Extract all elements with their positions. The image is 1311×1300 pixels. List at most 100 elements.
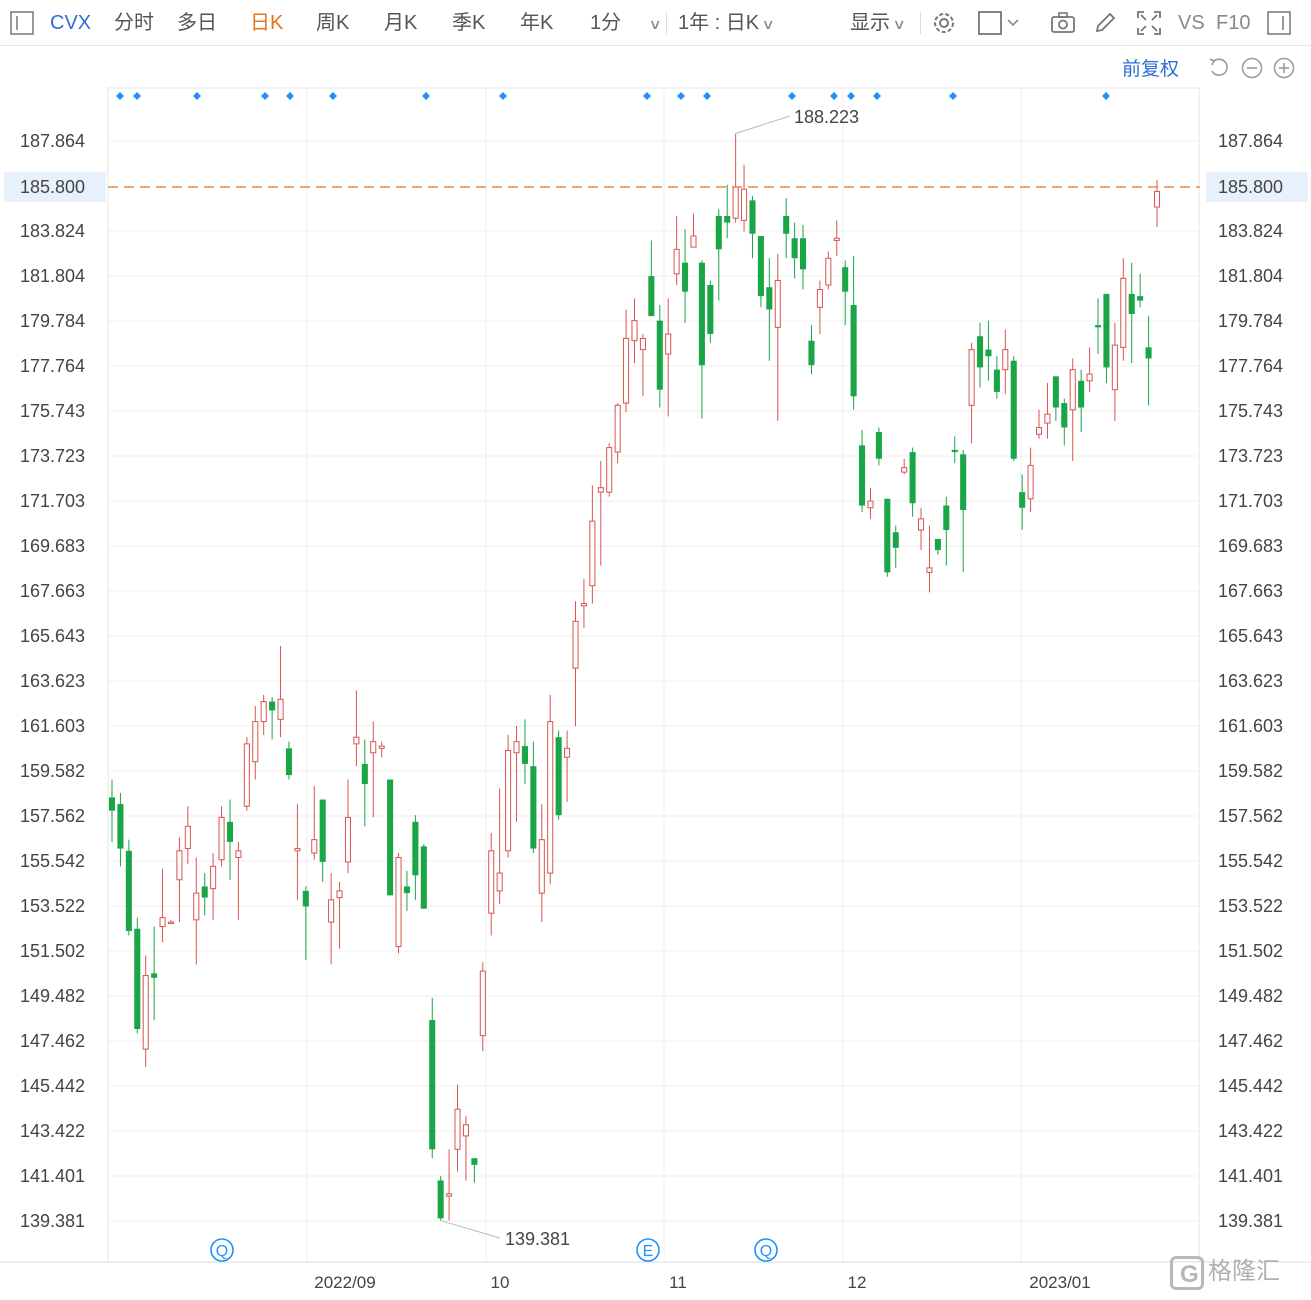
event-diamond-icon: [1102, 92, 1110, 100]
candle-body-down: [943, 505, 950, 531]
x-tick-label: 10: [491, 1273, 510, 1292]
y-tick-label-right: 171.703: [1218, 491, 1283, 511]
candle-body-up: [370, 741, 377, 754]
tab-daily-k[interactable]: 日K: [250, 12, 284, 34]
candle-body-up: [825, 257, 832, 286]
candle: [665, 298, 672, 417]
candle-body-up: [597, 487, 604, 493]
candle: [420, 844, 427, 909]
chevron-down-icon: ∨: [892, 16, 906, 32]
event-diamond-icon: [949, 92, 957, 100]
price-adjust-selector[interactable]: 前复权: [1122, 59, 1180, 80]
compare-vs-button[interactable]: VS: [1178, 12, 1205, 34]
candle-body-down: [429, 1020, 436, 1150]
event-diamond-icon: [643, 92, 651, 100]
candle-body-up: [184, 825, 191, 850]
x-tick-label: 2022/09: [314, 1273, 375, 1292]
candle: [614, 403, 621, 464]
candle: [985, 320, 992, 381]
settings-gear-icon[interactable]: [931, 10, 957, 36]
tab-1-minute[interactable]: 1分: [590, 12, 622, 34]
display-menu[interactable]: 显示 ∨: [850, 0, 906, 46]
y-tick-label-left: 165.643: [20, 626, 85, 646]
f10-button[interactable]: F10: [1216, 12, 1251, 34]
y-tick-label-left: 169.683: [20, 536, 85, 556]
candle-body-down: [791, 238, 798, 259]
candle: [513, 726, 520, 822]
candle: [1145, 316, 1152, 406]
high-price-label: 188.223: [794, 107, 859, 127]
candle-body-down: [319, 799, 326, 862]
candle: [724, 184, 731, 239]
panel-toggle-icon[interactable]: [1267, 11, 1291, 35]
candle-body-up: [142, 975, 149, 1050]
event-diamond-icon: [116, 92, 124, 100]
candle-body-down: [724, 215, 731, 223]
x-tick-label: 11: [669, 1273, 687, 1292]
candle-body-up: [378, 745, 385, 749]
candle-body-down: [960, 454, 967, 510]
candle: [1078, 369, 1085, 433]
y-tick-label-left: 151.502: [20, 941, 85, 961]
tab-weekly-k[interactable]: 周K: [316, 12, 350, 34]
candle: [909, 447, 916, 517]
candle-body-down: [521, 746, 528, 764]
range-selector[interactable]: 1年 : 日K ∨: [678, 0, 775, 46]
candle-body-down: [361, 763, 368, 784]
sidebar-toggle-icon[interactable]: [10, 11, 34, 35]
candle-body-down: [951, 449, 958, 453]
candle-body-down: [302, 890, 309, 907]
candle: [412, 815, 419, 900]
fullscreen-icon[interactable]: [1136, 10, 1162, 36]
tab-multi-day[interactable]: 多日: [177, 12, 217, 34]
candle-body-up: [926, 567, 933, 573]
zoom-in-icon[interactable]: [1273, 57, 1295, 79]
candle-body-down: [1103, 293, 1110, 368]
candle-body-up: [260, 701, 267, 723]
candle: [462, 1115, 469, 1181]
candle-body-up: [1044, 413, 1051, 424]
event-diamond-icon: [133, 92, 141, 100]
candle: [741, 164, 748, 232]
event-diamond-icon: [261, 92, 269, 100]
y-tick-label-left: 161.603: [20, 716, 85, 736]
event-diamond-icon: [677, 92, 685, 100]
candle: [226, 799, 234, 880]
earnings-event-badge: [636, 1238, 660, 1262]
tab-quarterly-k[interactable]: 季K: [452, 12, 486, 34]
candle-body-up: [614, 404, 621, 453]
camera-icon[interactable]: [1050, 10, 1076, 36]
candle: [538, 804, 545, 923]
tab-intraday[interactable]: 分时: [114, 12, 154, 34]
candle-body-down: [1128, 293, 1135, 314]
reset-undo-icon[interactable]: [1208, 57, 1230, 79]
candle: [370, 721, 377, 818]
candle: [344, 779, 352, 874]
tab-monthly-k[interactable]: 月K: [384, 12, 418, 34]
candle: [749, 195, 756, 259]
candle-body-down: [850, 305, 857, 397]
draw-pen-icon[interactable]: [1092, 10, 1118, 36]
y-tick-label-left: 167.663: [20, 581, 85, 601]
minute-dropdown-icon[interactable]: ∨: [648, 16, 662, 32]
zoom-out-icon[interactable]: [1241, 57, 1263, 79]
candle: [943, 496, 950, 566]
candle-body-up: [665, 333, 672, 355]
y-tick-label-right: 153.522: [1218, 896, 1283, 916]
candle-body-up: [353, 736, 360, 745]
candle-body-up: [1153, 190, 1161, 208]
candle-body-up: [690, 235, 697, 248]
low-price-label: 139.381: [505, 1229, 570, 1249]
candle-body-down: [985, 349, 992, 357]
y-tick-label-right: 179.784: [1218, 311, 1283, 331]
candle-body-up: [505, 750, 512, 852]
candle: [993, 356, 1000, 399]
chart-style-icon[interactable]: [978, 10, 1024, 36]
y-tick-label-left: 181.804: [20, 266, 85, 286]
candle-body-up: [513, 741, 520, 754]
tab-yearly-k[interactable]: 年K: [520, 12, 554, 34]
symbol-label[interactable]: CVX: [50, 12, 92, 34]
candle-body-down: [909, 452, 916, 504]
